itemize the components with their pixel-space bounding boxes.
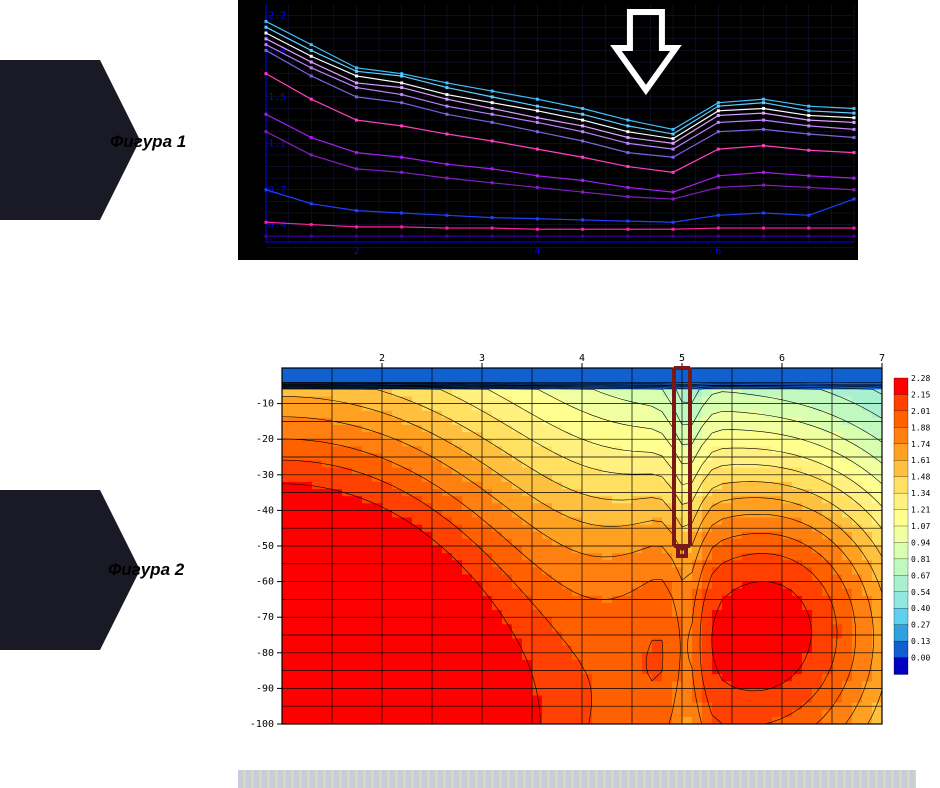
svg-text:1.48: 1.48 <box>911 473 930 482</box>
figure-2-label: Фигура 2 <box>108 560 184 580</box>
line-chart: 0.40.71.11.51.92.2246 <box>238 0 858 260</box>
svg-text:6: 6 <box>779 353 785 364</box>
svg-text:3: 3 <box>479 353 485 364</box>
svg-text:1.07: 1.07 <box>911 522 930 531</box>
decor-pentagon-1 <box>0 60 100 220</box>
svg-text:2: 2 <box>353 246 359 257</box>
svg-text:-100: -100 <box>250 719 274 730</box>
svg-text:0.67: 0.67 <box>911 571 930 580</box>
svg-text:1.5: 1.5 <box>268 92 286 103</box>
svg-text:0.94: 0.94 <box>911 538 930 547</box>
svg-text:4: 4 <box>534 246 540 257</box>
svg-text:2.15: 2.15 <box>911 390 930 399</box>
svg-text:-40: -40 <box>256 505 274 516</box>
svg-text:-50: -50 <box>256 541 274 552</box>
svg-text:-30: -30 <box>256 470 274 481</box>
figure-1-label: Фигура 1 <box>110 132 186 152</box>
svg-text:-90: -90 <box>256 683 274 694</box>
svg-text:-10: -10 <box>256 399 274 410</box>
svg-text:0.27: 0.27 <box>911 621 930 630</box>
svg-text:4: 4 <box>579 353 585 364</box>
svg-text:1.21: 1.21 <box>911 506 930 515</box>
svg-text:2.2: 2.2 <box>268 11 286 22</box>
svg-text:-20: -20 <box>256 434 274 445</box>
svg-text:5: 5 <box>679 353 685 364</box>
svg-text:0.4: 0.4 <box>268 220 286 231</box>
svg-text:0.00: 0.00 <box>911 654 930 663</box>
svg-text:0.81: 0.81 <box>911 555 930 564</box>
svg-text:0.40: 0.40 <box>911 604 930 613</box>
svg-text:1.88: 1.88 <box>911 423 930 432</box>
noise-strip <box>238 770 916 788</box>
svg-text:-60: -60 <box>256 577 274 588</box>
svg-text:7: 7 <box>879 353 885 364</box>
svg-text:1.34: 1.34 <box>911 489 930 498</box>
svg-text:-70: -70 <box>256 612 274 623</box>
svg-text:2.28: 2.28 <box>911 374 930 383</box>
svg-text:1.74: 1.74 <box>911 440 930 449</box>
svg-text:6: 6 <box>715 246 721 257</box>
svg-text:-80: -80 <box>256 648 274 659</box>
svg-text:2.01: 2.01 <box>911 407 930 416</box>
svg-text:2: 2 <box>379 353 385 364</box>
svg-text:0.13: 0.13 <box>911 637 930 646</box>
decor-pentagon-2 <box>0 490 100 650</box>
svg-text:1.61: 1.61 <box>911 456 930 465</box>
svg-text:0.54: 0.54 <box>911 588 930 597</box>
svg-text:0.7: 0.7 <box>268 185 286 196</box>
heatmap-chart: 2 3 4 5 6 7 -10 -20 -30 -40 -50 -60 -70 -80 -90 -100 2.… <box>238 350 938 730</box>
